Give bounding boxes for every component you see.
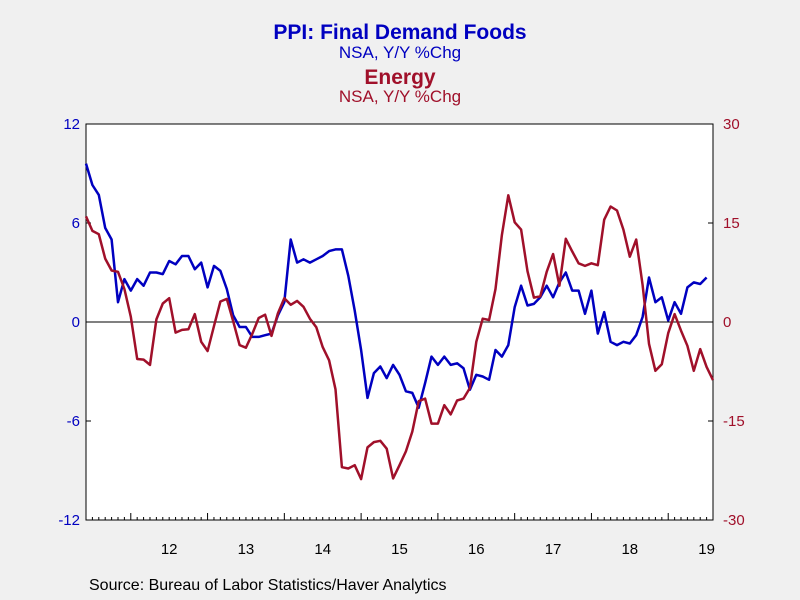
right-tick-label: -15: [723, 413, 745, 430]
x-tick-label: 18: [621, 541, 638, 558]
left-tick-label: 6: [72, 215, 80, 232]
chart-subtitle-foods: NSA, Y/Y %Chg: [338, 43, 462, 62]
source-note: Source: Bureau of Labor Statistics/Haver…: [89, 577, 447, 594]
x-tick-label: 17: [545, 541, 562, 558]
right-tick-label: 0: [723, 314, 731, 331]
right-tick-label: 30: [723, 116, 740, 133]
x-tick-label: 15: [391, 541, 408, 558]
right-axis: 30 15 0 -15 -30: [708, 116, 745, 529]
left-tick-label: 0: [72, 314, 80, 331]
left-axis: 12 6 0 -6 -12: [58, 116, 91, 529]
right-tick-label: -30: [723, 512, 745, 529]
x-tick-label: 13: [238, 541, 255, 558]
x-tick-label: 12: [161, 541, 178, 558]
left-tick-label: 12: [63, 116, 80, 133]
series-line-energy: [84, 194, 715, 481]
chart-subtitle-energy: NSA, Y/Y %Chg: [338, 87, 462, 106]
series-line-foods: [84, 163, 708, 410]
x-tick-label: 16: [468, 541, 485, 558]
chart-title-energy: Energy: [364, 66, 436, 89]
series-layer: [84, 163, 715, 481]
left-tick-label: -12: [58, 512, 80, 529]
right-tick-label: 15: [723, 215, 740, 232]
chart-title-foods: PPI: Final Demand Foods: [273, 21, 527, 44]
x-tick-label: 14: [314, 541, 331, 558]
x-axis: 12 13 14 15 16 17 18 19: [85, 513, 715, 558]
x-tick-label: 19: [698, 541, 715, 558]
left-tick-label: -6: [67, 413, 80, 430]
